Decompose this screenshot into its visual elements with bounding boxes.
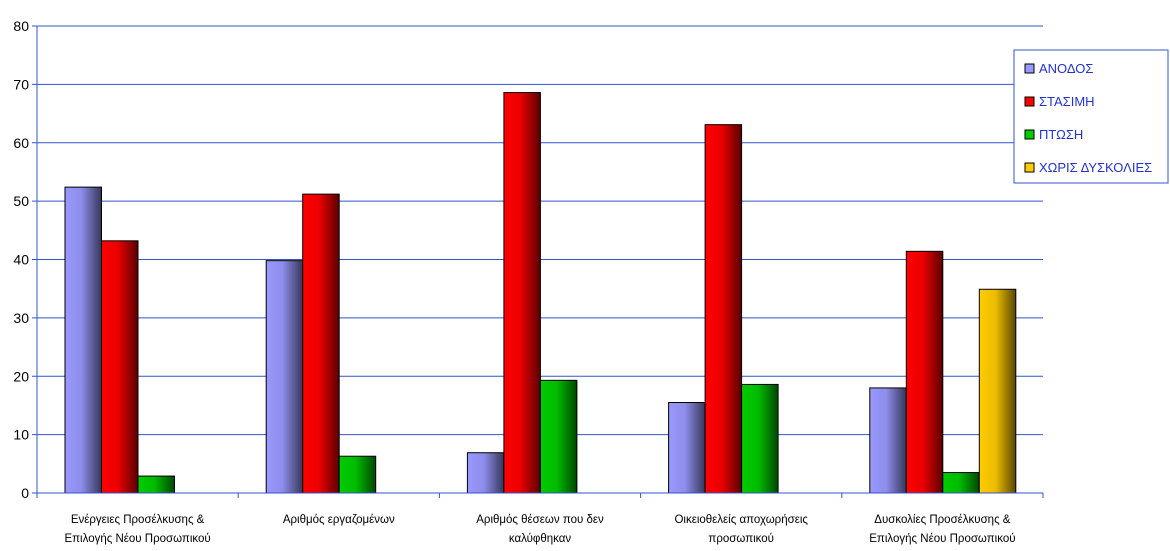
axes: 0 10 20 30 40 50 60 70 80 Ενέργειες Προσέλκυσης &…	[13, 18, 1044, 545]
bar-στασιμη-2	[503, 92, 541, 494]
bar-στασιμη-0	[101, 240, 139, 494]
legend-swatch	[1024, 129, 1035, 140]
legend-box	[1013, 49, 1169, 184]
bar-ανοδος-1	[265, 260, 304, 494]
y-tick-label: 80	[13, 18, 29, 34]
bar-πτωση-3	[741, 383, 779, 494]
bar-στασιμη-3	[704, 124, 743, 494]
y-tick-label: 30	[13, 310, 29, 326]
bar-χωρις-δυσκολιες-4	[978, 288, 1017, 494]
legend-label: ΣΤΑΣΙΜΗ	[1039, 94, 1095, 109]
legend-swatch	[1024, 96, 1035, 107]
y-tick-label: 70	[13, 76, 29, 92]
x-tick-label: Επιλογής Νέου Προσωπικού	[869, 533, 1015, 545]
x-tick-label: προσωπικού	[708, 533, 774, 545]
legend-label: ΑΝΟΔΟΣ	[1039, 61, 1093, 76]
legend-swatch	[1024, 162, 1035, 173]
bar-στασιμη-4	[905, 250, 944, 494]
x-tick-label: καλύφθηκαν	[509, 533, 572, 545]
y-tick-label: 10	[13, 427, 29, 443]
bar-ανοδος-4	[869, 387, 907, 494]
bar-ανοδος-0	[64, 186, 102, 494]
bar-πτωση-1	[338, 455, 377, 494]
bar-ανοδος-3	[668, 402, 706, 494]
y-tick-label: 20	[13, 368, 29, 384]
legend-label: ΠΤΩΣΗ	[1039, 127, 1083, 142]
y-tick-label: 0	[21, 485, 29, 501]
y-tick-label: 50	[13, 193, 29, 209]
x-tick-label: Επιλογής Νέου Προσωπικού	[64, 533, 210, 545]
x-tick-label: Δυσκολίες Προσέλκυσης &	[874, 514, 1011, 526]
x-tick-label: Ενέργειες Προσέλκυσης &	[71, 514, 205, 526]
bars	[64, 92, 1017, 494]
bar-πτωση-2	[539, 379, 578, 494]
bar-στασιμη-1	[302, 193, 340, 494]
legend-swatch	[1024, 63, 1035, 74]
legend-label: ΧΩΡΙΣ ΔΥΣΚΟΛΙΕΣ	[1039, 160, 1152, 175]
bar-πτωση-0	[137, 475, 175, 494]
y-tick-label: 40	[13, 252, 29, 268]
x-tick-label: Αριθμός θέσεων που δεν	[476, 514, 604, 526]
x-tick-label: Οικειοθελείς αποχωρήσεις	[674, 514, 808, 526]
bar-ανοδος-2	[466, 452, 505, 494]
y-tick-label: 60	[13, 135, 29, 151]
bar-πτωση-4	[942, 472, 980, 494]
x-tick-label: Αριθμός εργαζομένων	[283, 514, 395, 526]
legend: ΑΝΟΔΟΣ ΣΤΑΣΙΜΗ ΠΤΩΣΗ ΧΩΡΙΣ ΔΥΣΚΟΛΙΕΣ	[1013, 49, 1169, 184]
